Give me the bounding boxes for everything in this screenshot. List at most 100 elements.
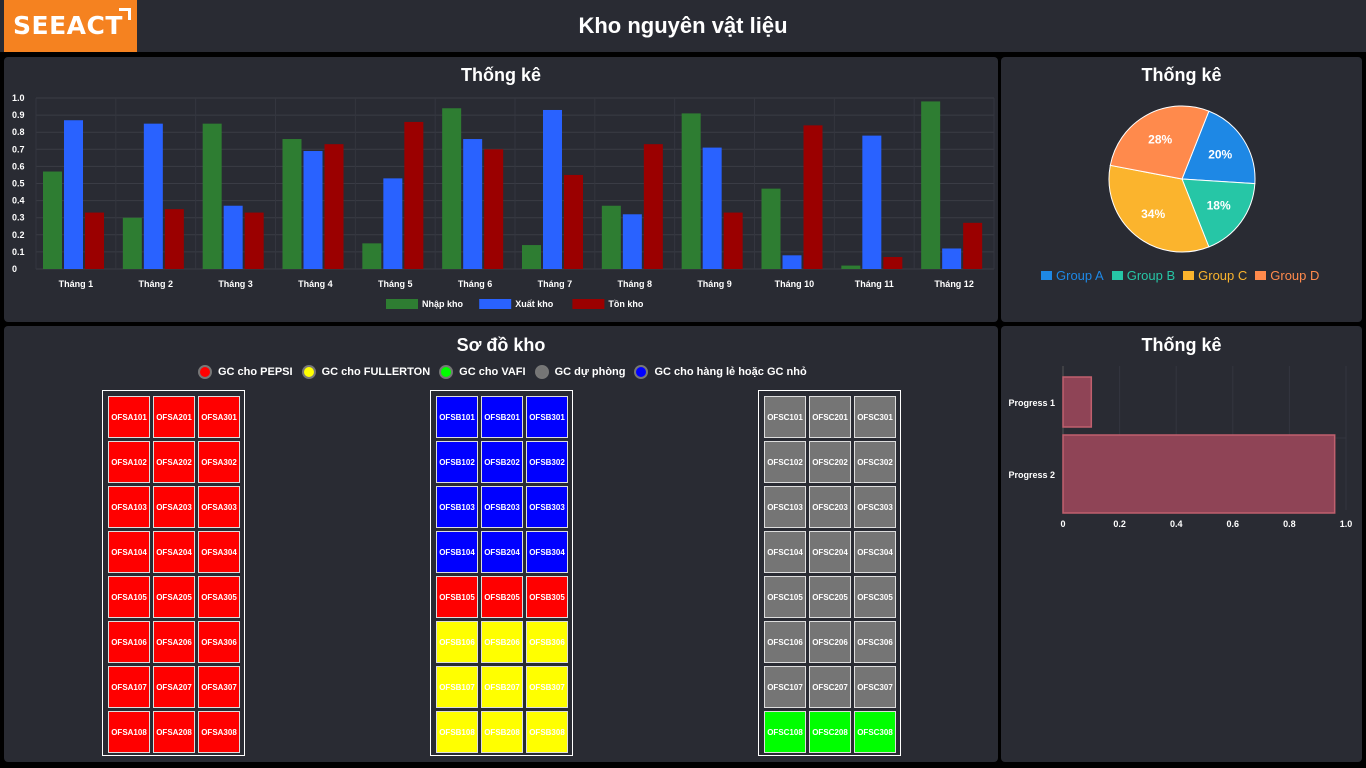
storage-cell[interactable]: OFSC307	[854, 666, 896, 708]
bar-Nhập-kho	[202, 123, 222, 270]
storage-cell[interactable]: OFSA104	[108, 531, 150, 573]
bar-Xuất-kho	[383, 178, 403, 269]
storage-cell[interactable]: OFSA101	[108, 396, 150, 438]
storage-cell[interactable]: OFSA301	[198, 396, 240, 438]
storage-cell[interactable]: OFSA303	[198, 486, 240, 528]
storage-cell[interactable]: OFSB302	[526, 441, 568, 483]
storage-cell[interactable]: OFSB203	[481, 486, 523, 528]
storage-cell[interactable]: OFSB101	[436, 396, 478, 438]
storage-cell[interactable]: OFSB102	[436, 441, 478, 483]
map-legend-item[interactable]: GC cho hàng lẻ hoặc GC nhỏ	[634, 365, 807, 379]
storage-cell[interactable]: OFSC303	[854, 486, 896, 528]
progress-bar	[1062, 434, 1336, 514]
storage-cell[interactable]: OFSC306	[854, 621, 896, 663]
storage-cell[interactable]: OFSB206	[481, 621, 523, 663]
storage-cell[interactable]: OFSC201	[809, 396, 851, 438]
map-legend-item[interactable]: GC dự phòng	[534, 365, 625, 379]
storage-cell[interactable]: OFSA204	[153, 531, 195, 573]
map-legend-item[interactable]: GC cho VAFI	[439, 365, 526, 379]
storage-cell[interactable]: OFSB306	[526, 621, 568, 663]
storage-cell[interactable]: OFSC305	[854, 576, 896, 618]
storage-cell[interactable]: OFSB105	[436, 576, 478, 618]
storage-cell[interactable]: OFSB308	[526, 711, 568, 753]
progress-chart-title: Thống kê	[1141, 335, 1222, 355]
storage-cell[interactable]: OFSC205	[809, 576, 851, 618]
storage-cell[interactable]: OFSA307	[198, 666, 240, 708]
storage-cell[interactable]: OFSB107	[436, 666, 478, 708]
storage-cell[interactable]: OFSC108	[764, 711, 806, 753]
storage-cell[interactable]: OFSA302	[198, 441, 240, 483]
storage-cell[interactable]: OFSB106	[436, 621, 478, 663]
storage-cell[interactable]: OFSB301	[526, 396, 568, 438]
storage-cell[interactable]: OFSA208	[153, 711, 195, 753]
storage-cell[interactable]: OFSA305	[198, 576, 240, 618]
storage-cell[interactable]: OFSC204	[809, 531, 851, 573]
storage-cell[interactable]: OFSC107	[764, 666, 806, 708]
storage-cell[interactable]: OFSB305	[526, 576, 568, 618]
storage-cell[interactable]: OFSA108	[108, 711, 150, 753]
storage-cell[interactable]: OFSA306	[198, 621, 240, 663]
pie-legend-item[interactable]: Group C	[1183, 268, 1247, 283]
storage-cell[interactable]: OFSC206	[809, 621, 851, 663]
storage-cell[interactable]: OFSB205	[481, 576, 523, 618]
storage-cell[interactable]: OFSB303	[526, 486, 568, 528]
storage-cell[interactable]: OFSC208	[809, 711, 851, 753]
storage-cell[interactable]: OFSA106	[108, 621, 150, 663]
storage-cell[interactable]: OFSC102	[764, 441, 806, 483]
storage-cell[interactable]: OFSB304	[526, 531, 568, 573]
storage-cell[interactable]: OFSC203	[809, 486, 851, 528]
storage-cell[interactable]: OFSA203	[153, 486, 195, 528]
y-tick-label: 0	[12, 264, 17, 274]
storage-cell[interactable]: OFSC302	[854, 441, 896, 483]
pie-legend-item[interactable]: Group B	[1111, 268, 1175, 283]
storage-cell[interactable]: OFSA206	[153, 621, 195, 663]
storage-cell[interactable]: OFSC106	[764, 621, 806, 663]
x-tick-label: Tháng 1	[59, 279, 94, 289]
storage-cell[interactable]: OFSC105	[764, 576, 806, 618]
storage-cell[interactable]: OFSA102	[108, 441, 150, 483]
storage-cell[interactable]: OFSC104	[764, 531, 806, 573]
storage-cell[interactable]: OFSB108	[436, 711, 478, 753]
storage-cell[interactable]: OFSC202	[809, 441, 851, 483]
storage-cell[interactable]: OFSB204	[481, 531, 523, 573]
y-tick-label: 0.5	[12, 179, 25, 189]
map-legend: GC cho PEPSI GC cho FULLERTON GC cho VAFI G…	[198, 365, 816, 379]
x-tick-label: 0.8	[1283, 519, 1296, 529]
x-tick-label: Tháng 3	[218, 279, 253, 289]
logo[interactable]: SEEACT	[4, 0, 137, 52]
storage-cell[interactable]: OFSB208	[481, 711, 523, 753]
legend-swatch	[1255, 271, 1267, 280]
storage-cell[interactable]: OFSA205	[153, 576, 195, 618]
map-legend-item[interactable]: GC cho PEPSI	[198, 365, 293, 379]
storage-cell[interactable]: OFSA202	[153, 441, 195, 483]
bar-Tồn-kho	[244, 212, 264, 269]
storage-cell[interactable]: OFSA105	[108, 576, 150, 618]
storage-cell[interactable]: OFSC308	[854, 711, 896, 753]
storage-cell[interactable]: OFSA103	[108, 486, 150, 528]
y-tick-label: 0.9	[12, 110, 25, 120]
storage-cell[interactable]: OFSC207	[809, 666, 851, 708]
storage-cell[interactable]: OFSB207	[481, 666, 523, 708]
storage-cell[interactable]: OFSC103	[764, 486, 806, 528]
pie-legend-item[interactable]: Group D	[1255, 268, 1319, 283]
storage-cell[interactable]: OFSB104	[436, 531, 478, 573]
x-tick-label: Tháng 10	[775, 279, 815, 289]
storage-cell[interactable]: OFSC304	[854, 531, 896, 573]
storage-cell[interactable]: OFSA107	[108, 666, 150, 708]
storage-cell[interactable]: OFSA201	[153, 396, 195, 438]
pie-legend-item[interactable]: Group A	[1041, 268, 1104, 283]
bar-Tồn-kho	[883, 257, 903, 269]
storage-cell[interactable]: OFSA308	[198, 711, 240, 753]
map-legend-item[interactable]: GC cho FULLERTON	[301, 365, 430, 379]
pie-slice	[1108, 164, 1210, 253]
x-tick-label: Tháng 9	[697, 279, 732, 289]
storage-cell[interactable]: OFSB103	[436, 486, 478, 528]
bar-Xuất-kho	[543, 109, 562, 269]
storage-cell[interactable]: OFSC101	[764, 396, 806, 438]
storage-cell[interactable]: OFSB202	[481, 441, 523, 483]
storage-cell[interactable]: OFSB307	[526, 666, 568, 708]
storage-cell[interactable]: OFSC301	[854, 396, 896, 438]
storage-cell[interactable]: OFSB201	[481, 396, 523, 438]
storage-cell[interactable]: OFSA207	[153, 666, 195, 708]
storage-cell[interactable]: OFSA304	[198, 531, 240, 573]
